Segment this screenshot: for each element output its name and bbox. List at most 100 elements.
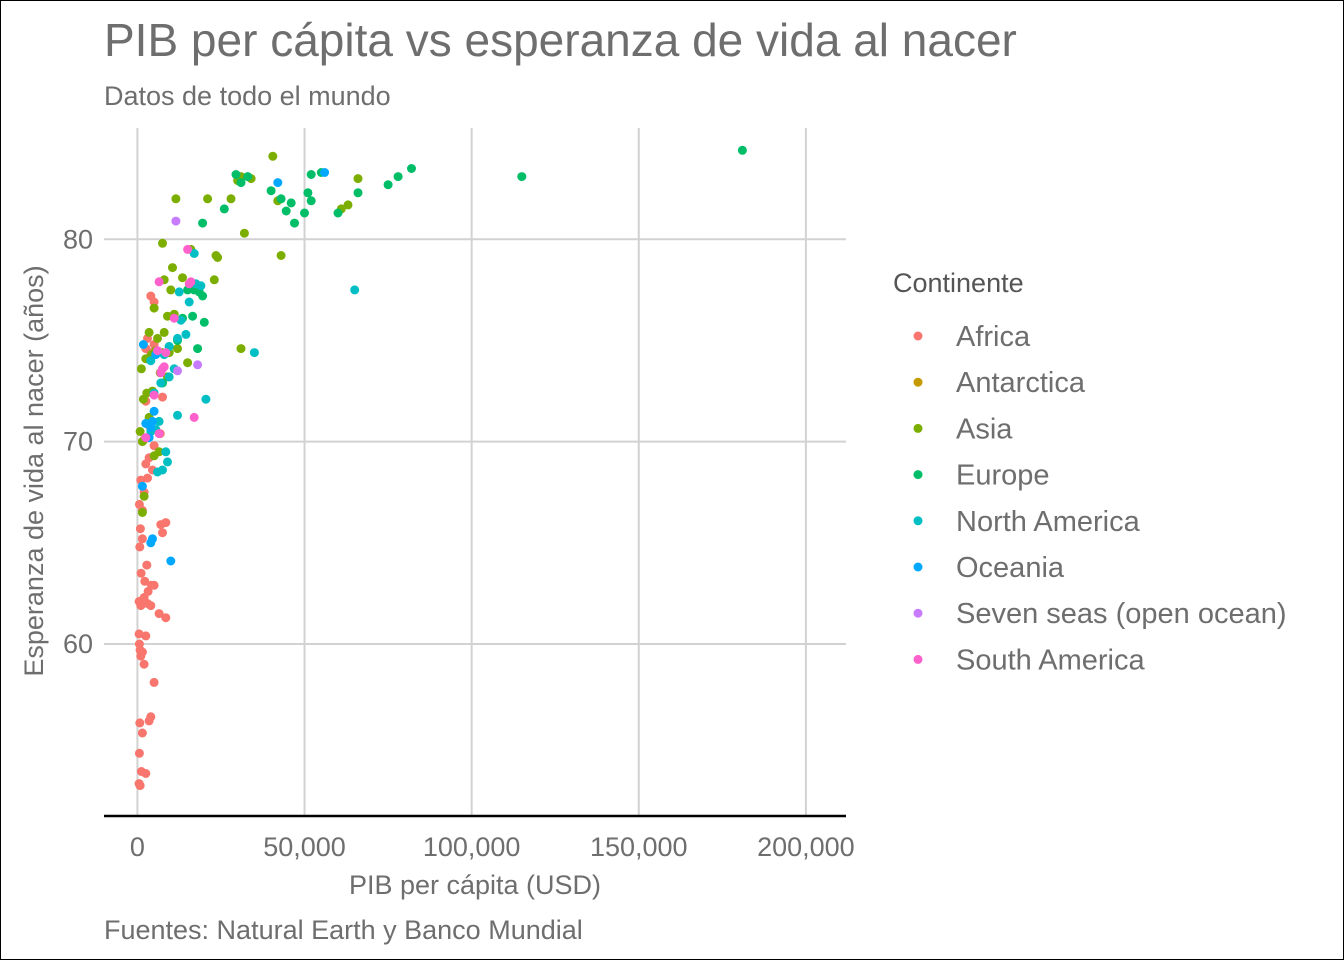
legend-label: Asia	[956, 413, 1013, 445]
data-point	[183, 244, 193, 254]
data-point	[139, 491, 149, 501]
data-point	[189, 249, 199, 258]
data-point	[135, 781, 145, 791]
data-point	[171, 216, 181, 226]
data-point	[149, 406, 159, 416]
data-point	[517, 172, 527, 182]
legend-label: Antarctica	[956, 367, 1086, 399]
data-point	[239, 228, 249, 238]
data-point	[161, 613, 171, 623]
data-point	[276, 251, 286, 260]
data-point	[156, 378, 166, 388]
data-point	[161, 348, 171, 358]
data-point	[266, 186, 276, 196]
data-point	[213, 253, 223, 262]
chart-caption: Fuentes: Natural Earth y Banco Mundial	[104, 915, 583, 945]
data-point	[173, 366, 182, 376]
data-point	[249, 348, 259, 358]
legend-label: Seven seas (open ocean)	[956, 598, 1287, 630]
data-point	[268, 151, 278, 161]
data-point	[134, 639, 144, 649]
data-point	[136, 568, 146, 578]
data-point	[201, 394, 211, 404]
data-point	[203, 194, 213, 204]
data-point	[153, 333, 162, 343]
data-point	[163, 457, 172, 467]
data-point	[141, 769, 151, 778]
data-point	[144, 327, 154, 337]
data-point	[148, 534, 157, 544]
legend: Continente Africa Antarctica Asia Europe Nor…	[893, 268, 1287, 676]
data-point	[189, 412, 199, 422]
x-tick-label: 200,000	[757, 832, 855, 862]
data-point	[158, 238, 167, 248]
data-point	[333, 208, 343, 218]
data-point	[146, 601, 156, 611]
x-axis-title: PIB per cápita (USD)	[349, 870, 601, 900]
data-point	[209, 275, 219, 285]
data-point	[146, 356, 156, 366]
legend-key	[913, 423, 923, 433]
data-point	[407, 164, 416, 173]
data-point	[161, 518, 171, 528]
data-point	[183, 358, 193, 368]
series-oceania	[137, 168, 330, 566]
x-tick-label: 50,000	[263, 832, 346, 862]
data-point	[193, 360, 203, 370]
data-point	[181, 329, 191, 339]
data-point	[273, 178, 283, 188]
data-point	[306, 170, 316, 179]
legend-key	[913, 377, 923, 387]
data-point	[154, 447, 164, 457]
data-point	[188, 311, 198, 321]
grid-lines	[104, 128, 846, 816]
data-point	[138, 340, 148, 349]
data-point	[134, 748, 144, 758]
data-point	[199, 317, 209, 327]
data-point	[178, 273, 187, 283]
data-point	[219, 204, 229, 214]
data-point	[135, 427, 145, 436]
chart-title: PIB per cápita vs esperanza de vida al n…	[104, 14, 1017, 66]
y-tick-label: 80	[63, 224, 93, 254]
data-point	[153, 346, 162, 356]
data-point	[149, 677, 159, 687]
data-point	[137, 508, 147, 517]
data-point	[168, 263, 177, 273]
chart-subtitle: Datos de todo el mundo	[104, 81, 391, 111]
data-point	[353, 188, 363, 198]
data-point	[393, 172, 403, 182]
data-point	[169, 313, 179, 323]
data-point	[141, 418, 151, 428]
axis-ticks: 0 50,000 100,000 150,000 200,000 60 70 80	[63, 224, 855, 862]
data-point	[149, 580, 159, 590]
data-point	[174, 287, 184, 297]
legend-label: Africa	[956, 321, 1031, 353]
y-tick-label: 70	[63, 427, 93, 457]
data-point	[320, 168, 330, 177]
x-tick-label: 150,000	[590, 832, 688, 862]
data-point	[166, 285, 176, 295]
data-point	[139, 659, 149, 669]
data-point	[134, 499, 144, 509]
legend-key	[913, 654, 923, 664]
data-point	[159, 327, 169, 337]
data-point	[137, 647, 147, 657]
data-point	[136, 364, 146, 374]
legend-label: Oceania	[956, 552, 1065, 584]
legend-key	[913, 608, 923, 618]
data-point	[140, 576, 150, 586]
data-point	[286, 198, 296, 208]
data-point	[135, 718, 145, 728]
data-point	[231, 170, 241, 179]
data-point	[137, 481, 147, 491]
data-point	[306, 196, 316, 206]
data-point	[159, 362, 169, 372]
data-point	[184, 297, 194, 307]
data-point	[276, 194, 286, 204]
data-point	[135, 524, 145, 534]
data-point	[193, 344, 203, 354]
data-point	[154, 277, 164, 287]
